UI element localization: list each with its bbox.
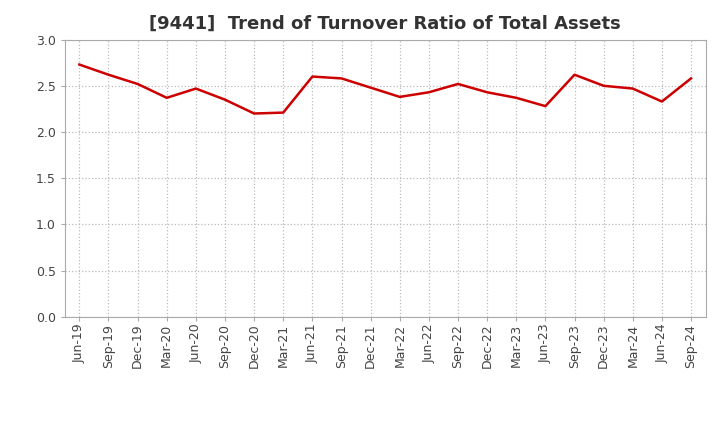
Title: [9441]  Trend of Turnover Ratio of Total Assets: [9441] Trend of Turnover Ratio of Total … [149, 15, 621, 33]
